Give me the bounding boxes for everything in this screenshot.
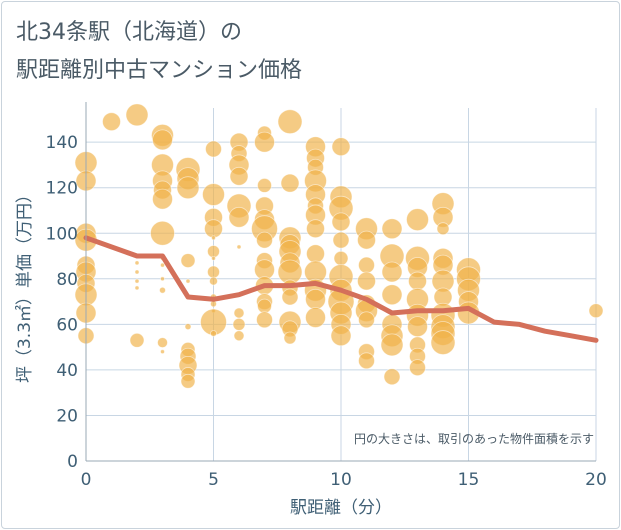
bubble-point xyxy=(202,183,225,206)
bubble-point xyxy=(209,276,218,286)
bubble-point xyxy=(125,103,149,127)
bubble-point xyxy=(134,260,140,266)
bubble-point xyxy=(281,288,299,306)
x-tick-label: 10 xyxy=(330,470,352,490)
x-tick-label: 5 xyxy=(208,470,219,490)
bubble-point xyxy=(256,311,273,329)
bubble-point xyxy=(254,131,275,153)
y-tick-label: 140 xyxy=(46,133,78,153)
bubble-point xyxy=(380,333,404,357)
bubble-point xyxy=(381,284,403,306)
bubble-point xyxy=(257,298,272,314)
bubble-point xyxy=(436,222,450,236)
bubble-point xyxy=(233,307,245,319)
bubble-point xyxy=(211,235,216,241)
bubble-point xyxy=(180,373,196,389)
y-tick-label: 120 xyxy=(46,179,78,199)
bubble-point xyxy=(160,276,165,282)
bubble-point xyxy=(358,311,375,329)
bubble-point xyxy=(305,307,326,328)
bubble-point xyxy=(134,269,140,275)
bubble-point xyxy=(409,359,426,377)
bubble-point xyxy=(331,212,351,232)
y-tick-label: 100 xyxy=(46,224,78,244)
bubble-point xyxy=(283,331,297,345)
x-axis-label: 駅距離（分） xyxy=(290,498,392,518)
bubble-point xyxy=(381,218,403,240)
bubble-point xyxy=(160,349,165,355)
bubble-point xyxy=(152,129,173,151)
x-tick-label: 15 xyxy=(458,470,480,490)
y-tick-label: 60 xyxy=(56,315,78,335)
bubble-point xyxy=(205,140,222,158)
bubble-point xyxy=(232,317,246,331)
bubble-point xyxy=(150,220,175,246)
y-tick-label: 80 xyxy=(56,270,78,290)
bubble-point xyxy=(211,255,216,261)
bubble-point xyxy=(406,208,429,231)
bubble-point xyxy=(129,332,145,348)
bubble-point xyxy=(159,286,166,294)
bubble-point xyxy=(207,265,220,279)
bubble-point xyxy=(408,271,427,291)
bubble-point xyxy=(358,256,375,274)
bubble-point xyxy=(134,278,140,284)
bubble-point xyxy=(207,245,220,258)
bubble-point xyxy=(210,330,217,337)
x-tick-label: 20 xyxy=(585,470,607,490)
bubble-point xyxy=(588,303,604,319)
bubble-point xyxy=(381,261,403,283)
bubble-point xyxy=(102,112,121,132)
bubble-point xyxy=(176,176,200,200)
trend-line xyxy=(83,235,599,343)
bubble-point xyxy=(204,219,223,239)
bubble-point xyxy=(277,109,303,135)
bubble-point xyxy=(184,323,192,331)
bubble-point xyxy=(280,173,300,193)
bubble-point xyxy=(236,244,242,250)
bubble-point xyxy=(330,325,352,347)
bubble-point xyxy=(306,244,325,264)
y-tick-label: 20 xyxy=(56,406,78,426)
bubble-point xyxy=(358,352,375,370)
bubble-point xyxy=(185,278,191,284)
chart-title-line2: 駅距離別中古マンション価格 xyxy=(16,58,303,83)
chart-note: 円の大きさは、取引のあった物件面積を示す xyxy=(354,431,594,446)
bubble-point xyxy=(357,271,376,291)
bubble-point xyxy=(306,219,325,239)
x-tick-label: 0 xyxy=(81,470,92,490)
y-tick-label: 0 xyxy=(67,452,78,472)
bubble-point xyxy=(333,250,349,266)
bubble-point xyxy=(331,137,351,157)
bubble-point xyxy=(152,188,173,210)
bubble-point xyxy=(257,178,272,193)
bubble-point xyxy=(430,330,456,355)
bubble-point xyxy=(357,230,376,250)
bubble-point xyxy=(229,166,249,186)
bubble-point xyxy=(407,316,428,338)
bubble-point xyxy=(256,231,273,249)
bubble-point xyxy=(157,337,168,348)
bubble-series xyxy=(74,103,604,389)
bubble-point xyxy=(233,330,245,342)
bubble-point xyxy=(332,231,350,249)
bubble-point xyxy=(134,285,140,291)
bubble-point xyxy=(383,368,401,386)
y-tick-label: 40 xyxy=(56,361,78,381)
bubble-point xyxy=(180,253,196,268)
y-axis-label: 坪（3.3㎡）単価（万円） xyxy=(15,186,35,383)
bubble-point xyxy=(228,206,250,228)
bubble-point xyxy=(305,288,326,310)
chart-title-line1: 北34条駅（北海道）の xyxy=(16,20,242,45)
bubble-point xyxy=(160,262,165,268)
